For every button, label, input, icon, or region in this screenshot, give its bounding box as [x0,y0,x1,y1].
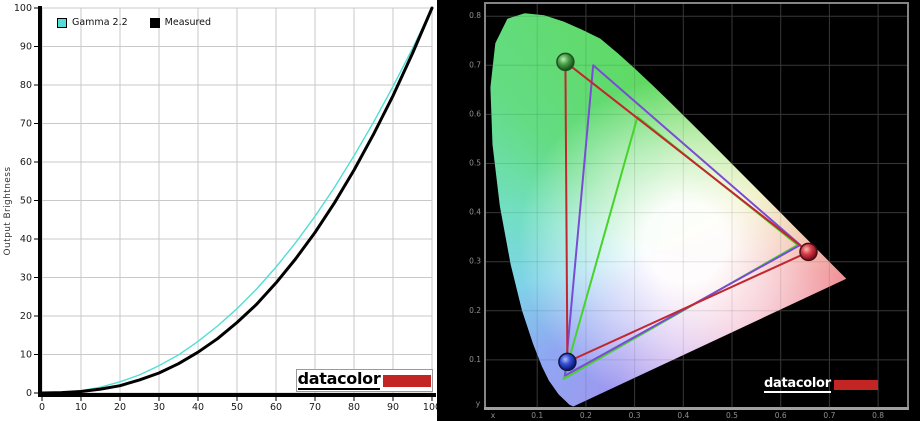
datacolor-logo-bar [383,374,432,387]
cie-y-tick-label: 0.8 [469,11,481,20]
gamma-x-tick-label: 60 [270,402,282,413]
cie-y-tick-label: 0.5 [469,159,481,168]
cie-x-tick-label: 0.5 [726,411,738,420]
gamma-x-tick-label: 30 [153,402,165,413]
red-primary-marker [799,242,818,262]
cie-y-tick-label: 0.2 [469,306,481,315]
cie-y-tick-label: 0.6 [469,109,481,118]
datacolor-logo-right: datacolor [764,377,878,393]
cie-x-tick-label: 0.8 [872,411,884,420]
measured-monitor-gamut-triangle [564,60,810,363]
datacolor-logo-bar [833,380,878,390]
cie-y-tick-label: 0.1 [469,355,481,364]
cie-y-tick-label: 0.4 [469,208,481,217]
gamma-y-tick-label: 20 [20,311,32,322]
gamma-x-tick-label: 80 [348,402,360,413]
adobe-rgb-reference-triangle [564,64,802,377]
datacolor-logo-text: datacolor [297,369,381,390]
measured-legend-label: Measured [164,17,212,28]
cie-gamut-triangles [486,4,907,408]
datacolor-logo-text: datacolor [764,376,831,393]
gamma-x-tick-label: 40 [192,402,204,413]
cie-x-tick-label: 0.1 [531,411,543,420]
gamma-x-tick-label: 20 [114,402,126,413]
blue-primary-marker [558,352,577,372]
gamma22-legend-swatch [57,17,67,28]
datacolor-logo-left: datacolor [296,369,433,392]
cie-chart-panel: 0.1 0.2 0.3 0.4 0.5 0.6 0.7 0.8 0.1 0.2 0.3 0.4 0.5 0… [437,0,920,421]
gamma-x-tick-label: 10 [75,402,87,413]
green-primary-marker [556,52,575,72]
cie-x-tick-label: 0.6 [775,411,787,420]
gamma-x-tick-label: 90 [387,402,399,413]
cie-x-tick-label: 0.7 [823,411,835,420]
gamma-y-axis-spine [38,6,42,397]
measured-curve [40,6,434,395]
gamma-y-tick-label: 30 [20,273,32,284]
gamma-gridlines [41,7,433,394]
gamma22-curve [41,7,433,394]
srgb-reference-triangle [562,115,799,380]
cie-x-axis-name: x [491,411,496,420]
cie-x-tick-label: 0.4 [677,411,689,420]
cie-y-tick-label: 0.7 [469,60,481,69]
cie-x-tick-label: 0.2 [580,411,592,420]
gamma-legend: Gamma 2.2 Measured [57,17,211,28]
gamma-y-tick-label: 60 [20,157,32,168]
gamma-x-tick-label: 0 [39,402,45,413]
gamma-x-tick-label: 70 [309,402,321,413]
gamma-x-tick-label: 50 [231,402,243,413]
gamma-x-tick-label: 100 [423,402,437,413]
gamma-y-tick-label: 40 [20,234,32,245]
gamma-y-tick-label: 10 [20,350,32,361]
gamma-y-tick-label: 90 [20,42,32,53]
cie-overlay-gridlines [486,4,907,408]
cie-tick-labels: 0.1 0.2 0.3 0.4 0.5 0.6 0.7 0.8 0.1 0.2 0.3 0.4 0.5 0… [469,11,884,420]
measured-legend-swatch [149,17,160,28]
gamma-y-tick-label: 50 [20,196,32,207]
gamma-y-tick-label: 100 [14,3,32,14]
gamma-y-tick-label: 0 [26,388,32,399]
gamma-x-axis-spine [38,393,436,397]
cie-x-tick-label: 0.3 [629,411,641,420]
gamma-y-tick-label: 70 [20,119,32,130]
gamma-y-tick-label: 80 [20,80,32,91]
gamma22-legend-label: Gamma 2.2 [72,17,128,28]
gamma-chart-panel: Output Brightness Gamma 2.2 Measured 0 10… [0,0,437,421]
gamma-tick-labels: 0 10 20 30 40 50 60 70 80 90 100 0 10 20 30 40 50 60 70 80 9… [14,3,437,413]
gamma-chart-plot: 0 10 20 30 40 50 60 70 80 90 100 0 10 20 30 40 50 60 70 80 9… [14,3,437,413]
cie-y-tick-label: 0.3 [469,257,481,266]
cie-y-axis-name: y [476,399,481,408]
